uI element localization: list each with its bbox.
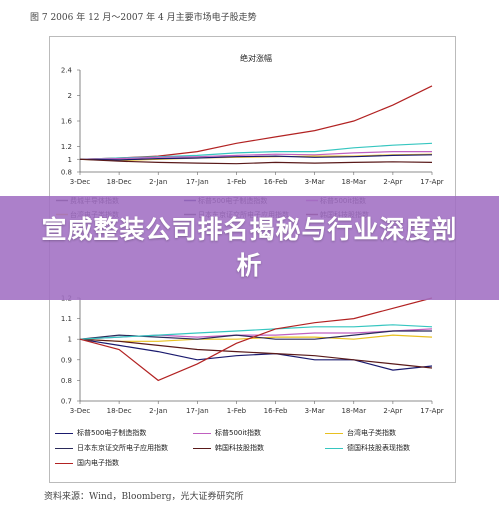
series-line <box>79 297 433 382</box>
series-line <box>79 151 432 160</box>
series-line <box>79 338 433 369</box>
legend-label: 标普500it指数 <box>215 429 262 437</box>
x-tick-label: 17-Apr <box>420 407 444 415</box>
legend-swatch <box>55 462 73 464</box>
x-tick-label: 1-Feb <box>227 407 247 415</box>
figure-title: 图 7 2006 年 12 月～2007 年 4 月主要市场电子股走势 <box>30 13 257 23</box>
series-line <box>79 158 433 165</box>
x-tick-label: 3-Dec <box>70 178 91 186</box>
x-tick-label: 3-Mar <box>305 178 325 186</box>
x-tick-label: 2-Jan <box>149 178 167 186</box>
x-tick-label: 2-Jan <box>149 407 167 415</box>
y-tick-label: 1.1 <box>61 315 72 323</box>
banner-title: 宣威整装公司排名揭秘与行业深度剖析 <box>41 215 458 280</box>
legend-swatch <box>55 432 73 434</box>
x-tick-label: 16-Feb <box>264 407 288 415</box>
x-tick-label: 3-Dec <box>70 407 91 415</box>
y-tick-label: 1.6 <box>61 118 73 126</box>
x-tick-label: 18-Mar <box>341 407 366 415</box>
y-tick-label: 1 <box>68 156 72 164</box>
source-note: 资料来源：Wind，Bloomberg，光大证券研究所 <box>44 492 244 502</box>
title-banner: 宣威整装公司排名揭秘与行业深度剖析 <box>0 196 499 300</box>
legend-label: 韩国科技股指数 <box>215 444 264 452</box>
y-tick-label: 0.8 <box>61 169 72 177</box>
legend-swatch <box>193 447 211 449</box>
x-tick-label: 18-Dec <box>107 407 132 415</box>
legend-label: 国内电子指数 <box>77 459 119 467</box>
bottom-chart-legend: 标普500电子制造指数 标普500it指数 台湾电子类指数日本东京证交所电子应用指数… <box>55 426 450 476</box>
y-tick-label: 2.4 <box>61 67 73 75</box>
y-tick-label: 1.2 <box>61 143 72 151</box>
x-tick-label: 17-Jan <box>186 178 209 186</box>
y-tick-label: 0.9 <box>61 356 72 364</box>
chart-title: 绝对涨幅 <box>240 53 272 63</box>
legend-label: 标普500电子制造指数 <box>77 429 147 437</box>
legend-label: 台湾电子类指数 <box>347 429 396 437</box>
x-tick-label: 2-Apr <box>383 178 402 186</box>
x-tick-label: 16-Feb <box>264 178 288 186</box>
legend-swatch <box>55 447 73 449</box>
legend-label: 德国科技股表现指数 <box>347 444 410 452</box>
x-tick-label: 18-Mar <box>341 178 366 186</box>
legend-swatch <box>325 447 343 449</box>
x-tick-label: 18-Dec <box>107 178 132 186</box>
y-tick-label: 2 <box>68 92 72 100</box>
legend-item: 台湾电子类指数 <box>325 428 396 438</box>
legend-item: 德国科技股表现指数 <box>325 443 410 453</box>
legend-swatch <box>193 432 211 434</box>
legend-swatch <box>325 432 343 434</box>
y-tick-label: 1 <box>68 336 72 344</box>
legend-item: 标普500it指数 <box>193 428 261 438</box>
x-tick-label: 17-Jan <box>186 407 209 415</box>
series-line <box>79 334 433 342</box>
x-tick-label: 1-Feb <box>227 178 247 186</box>
series-line <box>79 338 433 371</box>
x-tick-label: 3-Mar <box>305 407 325 415</box>
legend-item: 日本东京证交所电子应用指数 <box>55 443 168 453</box>
y-tick-label: 0.7 <box>61 398 72 406</box>
legend-item: 标普500电子制造指数 <box>55 428 146 438</box>
legend-item: 韩国科技股指数 <box>193 443 264 453</box>
y-tick-label: 0.8 <box>61 377 72 385</box>
legend-item: 国内电子指数 <box>55 458 119 468</box>
x-tick-label: 2-Apr <box>383 407 402 415</box>
series-line <box>79 324 433 340</box>
x-tick-label: 17-Apr <box>420 178 444 186</box>
series-line <box>79 154 433 161</box>
series-line <box>79 85 433 160</box>
legend-label: 日本东京证交所电子应用指数 <box>77 444 168 452</box>
